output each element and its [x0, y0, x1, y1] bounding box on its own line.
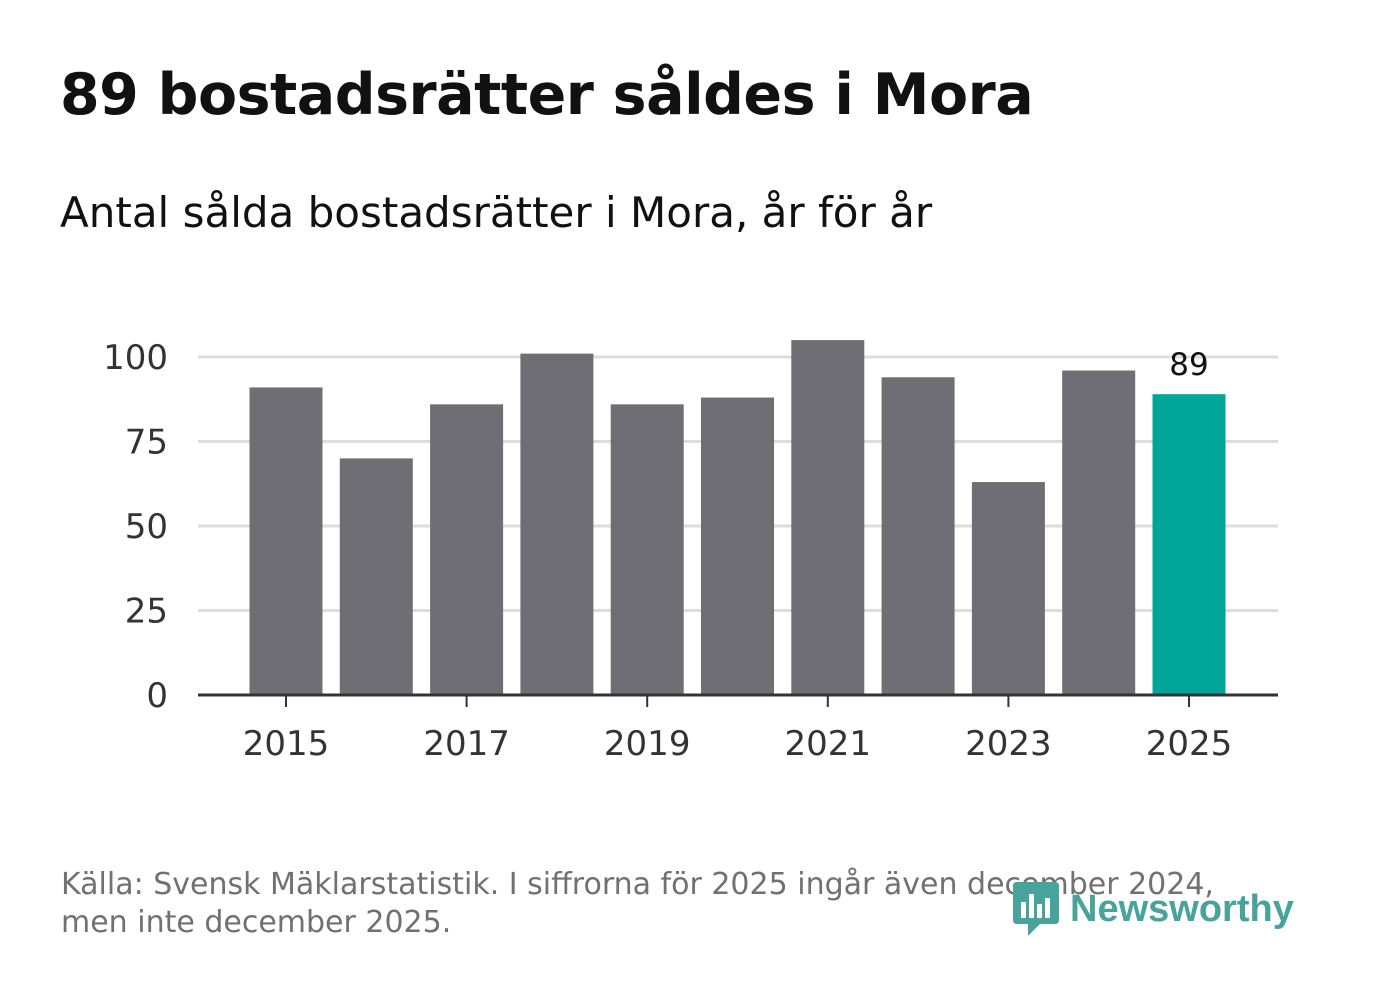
y-tick-label-75: 75: [125, 423, 168, 463]
bar-2022: [881, 377, 955, 695]
x-tick-label-2015: 2015: [243, 724, 330, 764]
newsworthy-chart-icon: [1013, 882, 1059, 936]
data-label-2025: 89: [1169, 347, 1208, 383]
x-tick-label-2019: 2019: [604, 724, 691, 764]
source-line-2: men inte december 2025.: [61, 905, 452, 940]
bar-2017: [430, 404, 504, 695]
bar-2025: [1152, 394, 1226, 695]
bar-2019: [610, 404, 684, 695]
chart-subtitle: Antal sålda bostadsrätter i Mora, år för…: [60, 188, 933, 237]
y-tick-label-25: 25: [125, 592, 168, 632]
bars: [249, 340, 1226, 695]
newsworthy-logo: Newsworthy: [1010, 880, 1294, 938]
y-tick-label-50: 50: [125, 507, 168, 547]
y-tick-label-0: 0: [146, 676, 168, 716]
x-tick-label-2025: 2025: [1146, 724, 1233, 764]
chart-title: 89 bostadsrätter såldes i Mora: [60, 62, 1034, 128]
bar-2023: [971, 482, 1045, 695]
x-axis: [198, 693, 1278, 707]
bar-2016: [339, 458, 413, 695]
bar-2024: [1062, 370, 1136, 695]
y-tick-label-100: 100: [103, 338, 168, 378]
x-tick-label-2023: 2023: [965, 724, 1052, 764]
x-tick-label-2017: 2017: [423, 724, 510, 764]
brand-name: Newsworthy: [1070, 887, 1294, 930]
bar-2018: [520, 353, 594, 695]
x-tick-label-2021: 2021: [785, 724, 872, 764]
bar-2020: [701, 397, 774, 695]
bar-2015: [249, 387, 323, 695]
labels: 0 25 50 75 100 2015 2017 2019 2021 2023 2025 89: [103, 338, 1232, 764]
bar-2021: [791, 340, 865, 695]
